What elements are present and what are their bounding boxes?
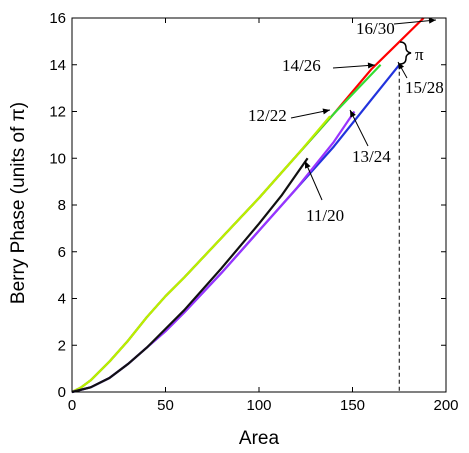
y-tick-label: 0	[58, 384, 66, 401]
annotations: 16/30 14/26 12/22 15/28 13/24 11/20 π	[248, 17, 444, 225]
annotation-arrowhead	[367, 62, 375, 69]
x-tick-label: 100	[246, 397, 271, 414]
y-axis-title: Berry Phase (units of π)	[8, 102, 29, 304]
annotation-arrowhead	[428, 17, 436, 24]
y-tick-label: 4	[58, 291, 66, 308]
x-tick-label: 50	[157, 397, 174, 414]
series-line-15-28	[71, 64, 401, 394]
x-tick-label: 200	[433, 397, 458, 414]
annotation-arrowhead	[398, 62, 405, 70]
brace-mark	[399, 41, 412, 65]
annotation-label: 15/28	[405, 78, 444, 97]
series-line-12-22	[71, 115, 331, 393]
x-tick-label: 0	[68, 397, 76, 414]
annotation-label: 12/22	[248, 106, 287, 125]
plot-area	[71, 17, 425, 394]
annotation-label: 13/24	[352, 147, 391, 166]
axes: 0 50 100 150 200 0 2 4 6 8 10 12 14 16	[49, 10, 458, 414]
annotation-label: 14/26	[282, 56, 321, 75]
annotation-arrow	[393, 19, 437, 25]
annotation-label: 16/30	[356, 19, 395, 38]
y-tick-label: 2	[58, 337, 66, 354]
series-line-11-20	[71, 157, 309, 394]
annotation-arrow	[332, 64, 376, 69]
plot-frame	[71, 17, 447, 393]
y-tick-label: 14	[49, 57, 66, 74]
annotation-arrowhead	[350, 110, 356, 118]
y-tick-label: 6	[58, 244, 66, 261]
x-tick-label: 150	[340, 397, 365, 414]
pi-label: π	[415, 45, 424, 64]
y-tick-label: 16	[49, 10, 66, 27]
x-axis-title: Area	[239, 428, 280, 449]
series-line-14-26	[71, 64, 382, 393]
y-tick-label: 8	[58, 197, 66, 214]
y-tick-label: 12	[49, 104, 66, 121]
annotation-arrowhead	[322, 108, 330, 115]
annotation-arrowhead	[305, 161, 311, 169]
annotation-arrow	[304, 160, 323, 201]
series-line-13-24	[71, 110, 356, 394]
y-tick-label: 10	[49, 150, 66, 167]
annotation-label: 11/20	[306, 206, 344, 225]
